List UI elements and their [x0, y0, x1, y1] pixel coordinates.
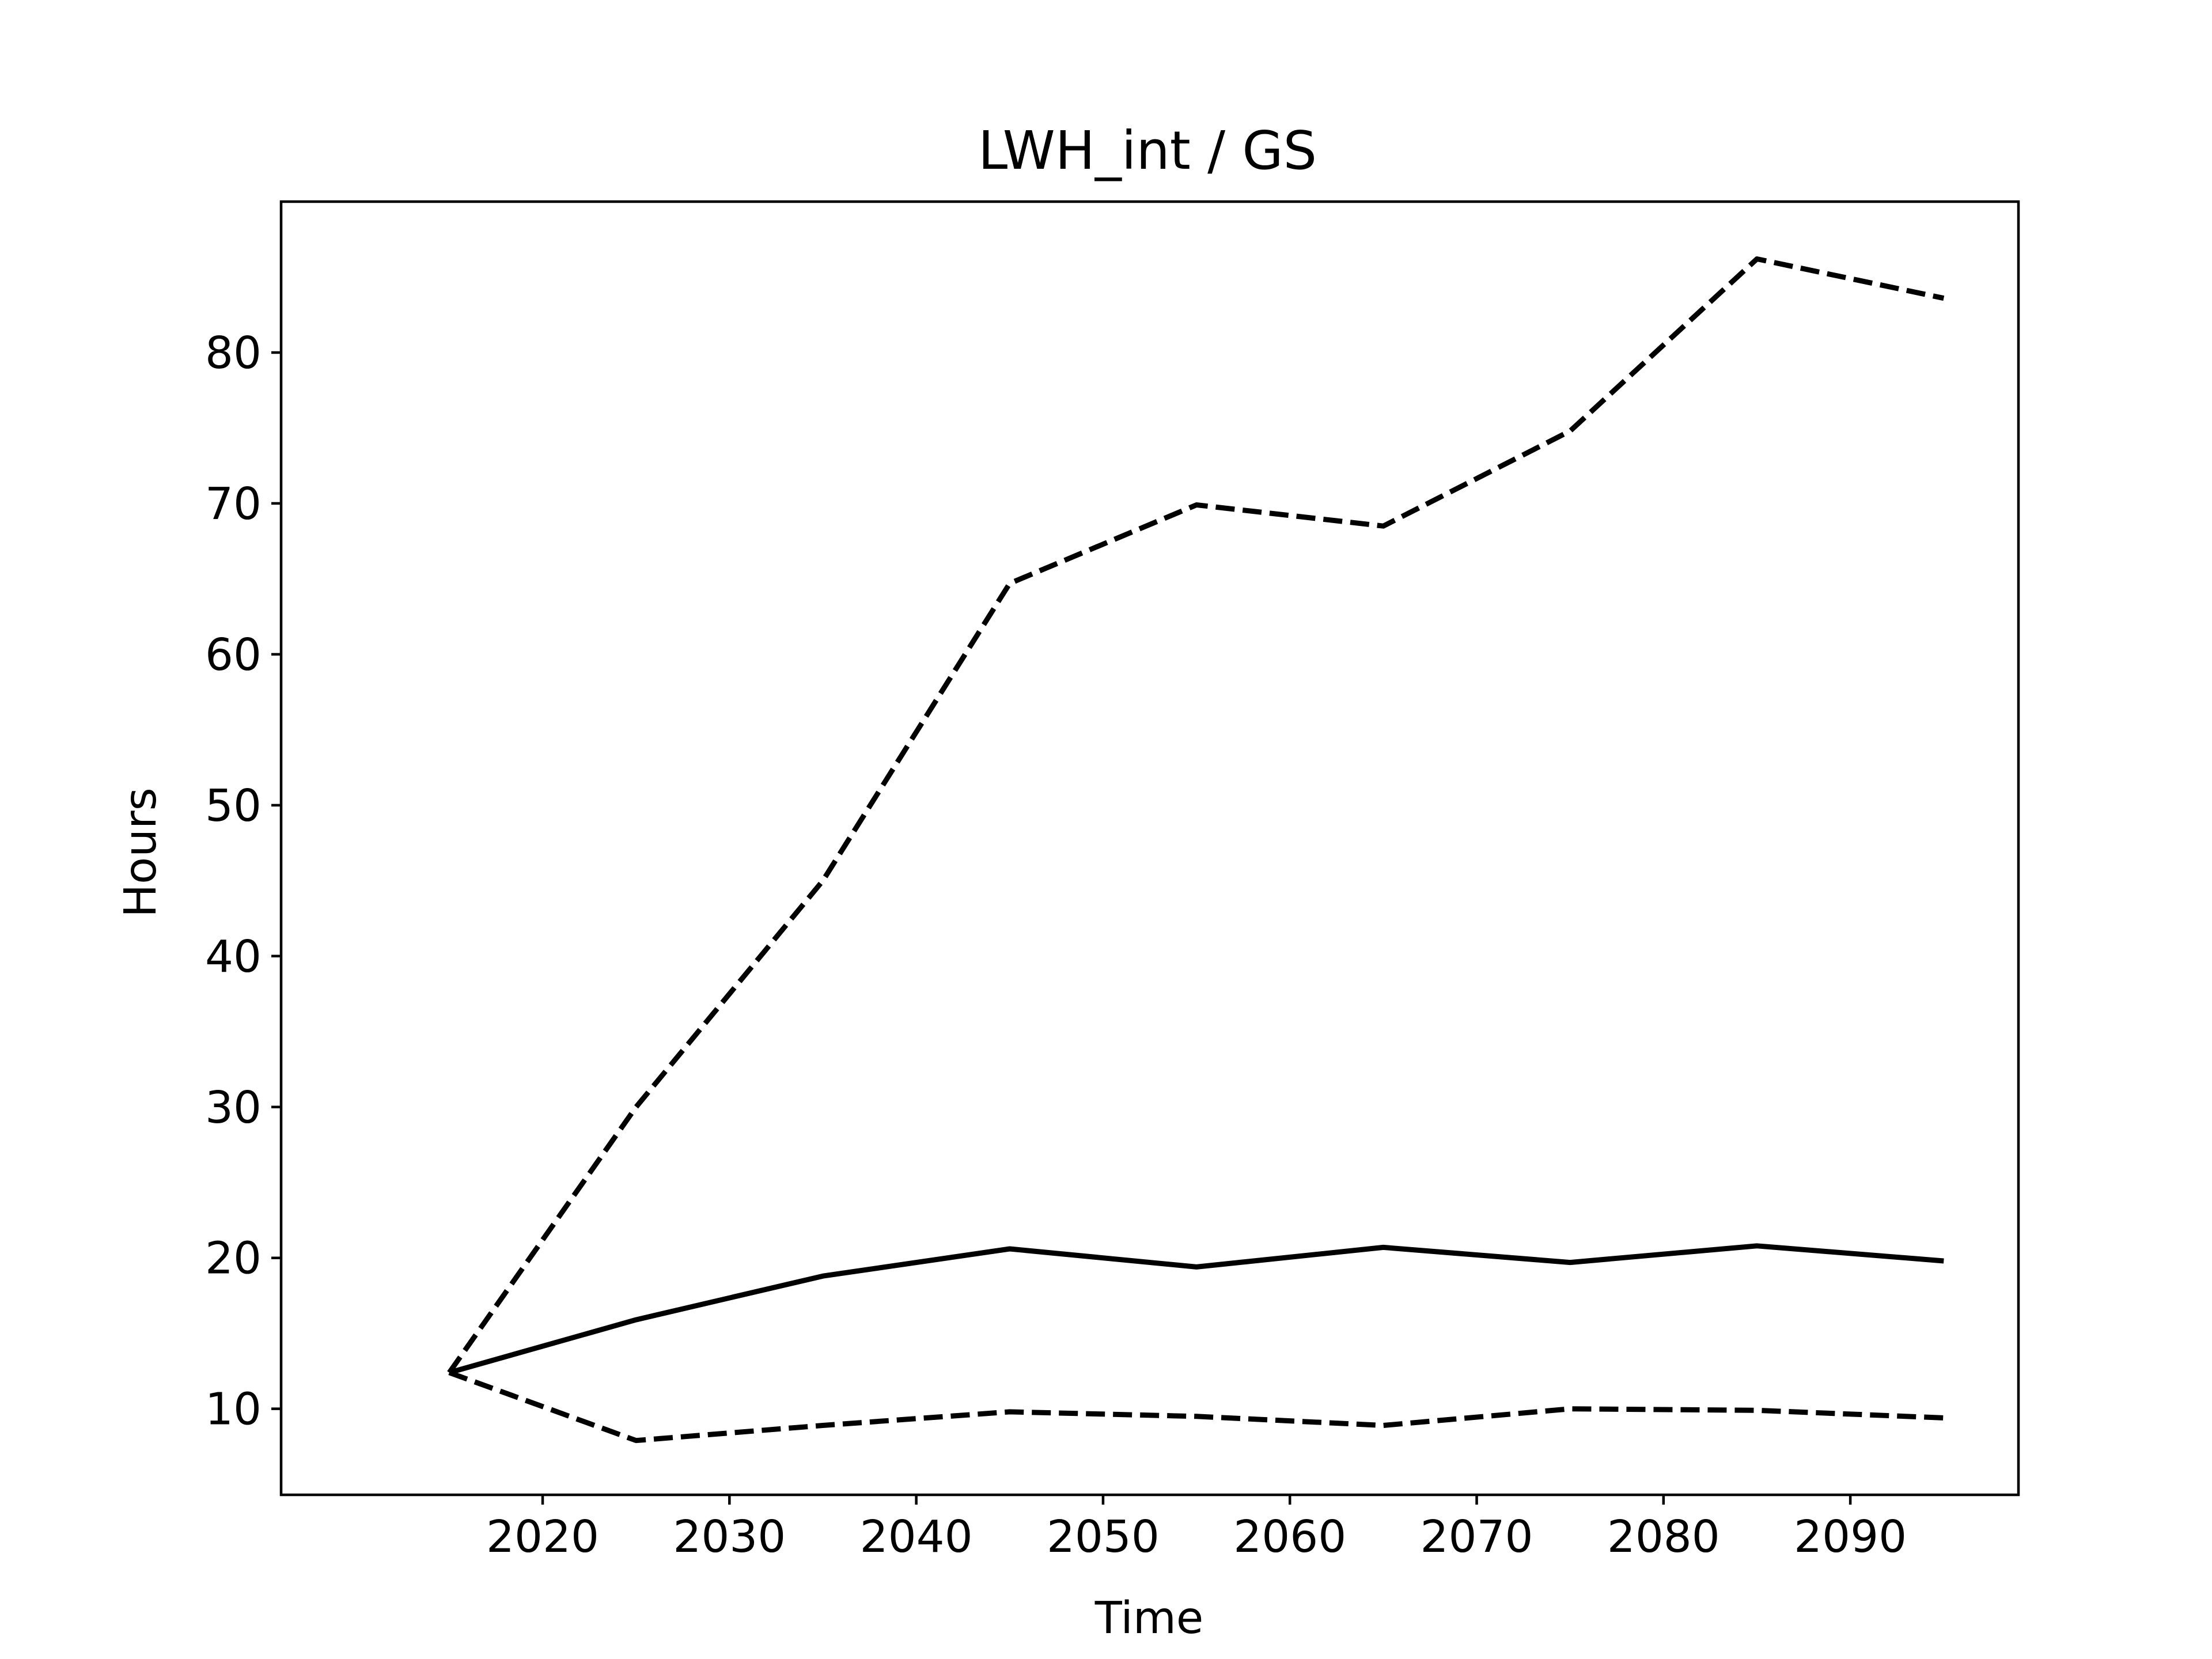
x-tick-label: 2090	[1794, 1512, 1907, 1563]
x-axis-label: Time	[1094, 1593, 1203, 1644]
y-tick-label: 60	[205, 630, 262, 681]
x-tick-label: 2070	[1421, 1512, 1533, 1563]
y-tick-label: 30	[205, 1082, 262, 1134]
y-tick-label: 40	[205, 931, 262, 983]
y-tick-label: 10	[205, 1384, 262, 1435]
series-line-2	[447, 256, 1945, 1374]
series-line-1	[448, 1243, 1944, 1376]
x-tick-label: 2020	[486, 1512, 599, 1563]
y-tick-label: 20	[205, 1233, 262, 1285]
x-tick-label: 2050	[1047, 1512, 1160, 1563]
series-layer	[447, 256, 1945, 1444]
x-tick-label: 2080	[1607, 1512, 1720, 1563]
series-line-3	[448, 1370, 1944, 1444]
x-tick-label: 2040	[860, 1512, 973, 1563]
x-tick-label: 2030	[673, 1512, 786, 1563]
y-tick-label: 50	[205, 781, 262, 832]
x-axis: 2020 2030 2040 2050 2060 2070 2080 2090	[486, 1495, 1907, 1563]
y-axis-label: Hours	[115, 787, 166, 918]
y-tick-label: 70	[205, 479, 262, 530]
y-tick-label: 80	[205, 328, 262, 379]
chart-title: LWH_int / GS	[978, 120, 1317, 181]
y-axis: 10 20 30 40 50 60 70 80	[205, 328, 281, 1435]
x-tick-label: 2060	[1233, 1512, 1346, 1563]
plot-area-frame	[279, 200, 2020, 1497]
